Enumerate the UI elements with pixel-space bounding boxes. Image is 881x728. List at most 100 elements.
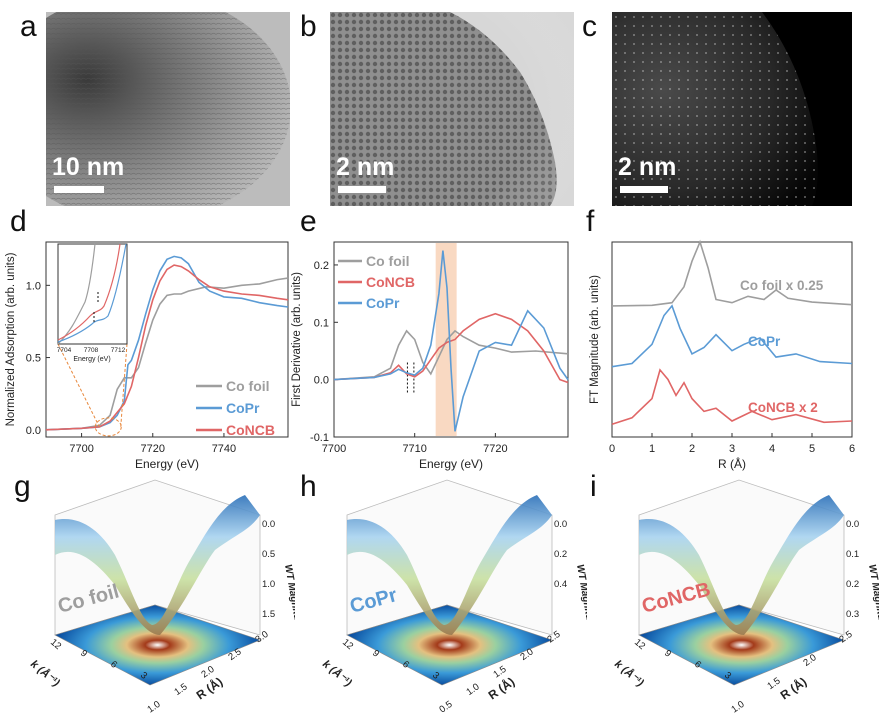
series-label: CoPr bbox=[748, 334, 781, 349]
panel-letter-f: f bbox=[586, 205, 595, 238]
legend-label: CoNCB bbox=[226, 422, 275, 438]
z-tick-label: 1.5 bbox=[262, 609, 275, 620]
series-line-copr bbox=[611, 304, 853, 368]
plot-frame bbox=[45, 241, 289, 438]
panel-letter-h: h bbox=[300, 470, 317, 503]
k-tick-label: 6 bbox=[108, 659, 119, 671]
chart-e-derivative: 7700 7710 7720 -0.1 0.0 0.1 0.2 Energy (eV) Firs… bbox=[291, 241, 569, 471]
z-tick-label: 0.0 bbox=[846, 519, 859, 530]
y-tick-label: 0.5 bbox=[26, 353, 41, 365]
k-tick-label: 3 bbox=[430, 670, 441, 682]
series-line-concb bbox=[45, 264, 289, 431]
k-tick-label: 12 bbox=[632, 637, 647, 652]
k-tick-label: 9 bbox=[662, 648, 673, 660]
k-tick-label: 12 bbox=[340, 637, 355, 652]
r-tick-label: 1.0 bbox=[464, 681, 481, 698]
x-tick-label: 7740 bbox=[212, 443, 236, 455]
wt-surface bbox=[347, 495, 552, 635]
inset-curve bbox=[57, 243, 96, 345]
scale-label-b: 2 nm bbox=[336, 153, 395, 181]
x-axis-label: R (Å) bbox=[718, 456, 746, 471]
chart-f-ft-exafs: 0 1 2 3 4 5 6 R (Å) FT Magnitude (arb. units) Co … bbox=[589, 239, 855, 471]
y-tick-label: 0.0 bbox=[26, 425, 41, 437]
scale-bar-b bbox=[338, 186, 386, 193]
zoom-line bbox=[57, 343, 100, 428]
y-axis-label: First Derivative (arb. units) bbox=[291, 272, 303, 407]
series-label: CoNCB x 2 bbox=[748, 400, 818, 415]
k-tick-label: 12 bbox=[48, 637, 63, 652]
z-tick-label: 0.1 bbox=[846, 549, 859, 560]
tem-image-a bbox=[46, 12, 290, 206]
plot-frame bbox=[333, 241, 569, 438]
x-tick-label: 6 bbox=[849, 443, 855, 455]
legend-label: Co foil bbox=[226, 378, 270, 394]
series-line-copr bbox=[45, 255, 289, 431]
k-axis-label: k (Å⁻¹) bbox=[320, 657, 355, 689]
k-tick-label: 9 bbox=[78, 648, 89, 660]
r-tick-label: 0.5 bbox=[437, 699, 454, 716]
wt-contour-map bbox=[346, 604, 553, 686]
k-tick-label: 9 bbox=[370, 648, 381, 660]
legend-label: Co foil bbox=[366, 253, 410, 269]
series-line-co-foil bbox=[45, 277, 289, 431]
x-tick-label: 3 bbox=[729, 443, 735, 455]
z-tick-label: 0.4 bbox=[554, 579, 567, 590]
r-tick-label: 1.0 bbox=[145, 699, 162, 716]
y-tick-label: 1.0 bbox=[26, 280, 41, 292]
z-axis-label: WT Magnitude bbox=[866, 564, 879, 634]
x-tick-label: 7700 bbox=[322, 443, 346, 455]
x-tick-label: 1 bbox=[649, 443, 655, 455]
wt-surface bbox=[639, 495, 844, 635]
k-tick-label: 6 bbox=[692, 659, 703, 671]
inset-x-tick-label: 7704 bbox=[57, 347, 72, 354]
chart-d-xanes: 7700 7720 7740 0.0 0.5 1.0 Energy (eV) Normaliz… bbox=[5, 241, 289, 471]
series-line-co-foil bbox=[333, 329, 569, 381]
series-line-co-foil-x-0-25 bbox=[611, 239, 853, 307]
panel-letter-c: c bbox=[582, 10, 597, 43]
y-axis-label: FT Magnitude (arb. units) bbox=[589, 275, 601, 404]
series-line-copr bbox=[333, 250, 569, 432]
x-axis-label: Energy (eV) bbox=[135, 457, 199, 471]
z-tick-label: 0.2 bbox=[846, 579, 859, 590]
panel-letter-g: g bbox=[14, 470, 31, 503]
zoom-circle bbox=[94, 417, 122, 437]
z-tick-label: 0.0 bbox=[554, 519, 567, 530]
scale-bar-c bbox=[620, 186, 668, 193]
z-tick-label: 0.3 bbox=[846, 609, 859, 620]
wt-surface bbox=[55, 495, 260, 635]
x-tick-label: 7720 bbox=[141, 443, 165, 455]
panel-letter-i: i bbox=[590, 470, 597, 503]
x-tick-label: 5 bbox=[809, 443, 815, 455]
z-tick-label: 0.0 bbox=[262, 519, 275, 530]
y-tick-label: 0.1 bbox=[314, 317, 329, 329]
z-tick-label: 1.0 bbox=[262, 579, 275, 590]
wt-plot-g: 0.00.51.01.5WT Magnitude1.01.52.02.53.0R… bbox=[28, 479, 295, 716]
x-tick-label: 2 bbox=[689, 443, 695, 455]
inset-curve bbox=[57, 243, 121, 341]
k-tick-label: 3 bbox=[138, 670, 149, 682]
k-tick-label: 3 bbox=[722, 670, 733, 682]
k-axis-label: k (Å⁻¹) bbox=[612, 657, 647, 689]
series-label: Co foil x 0.25 bbox=[740, 278, 824, 293]
legend-label: CoNCB bbox=[366, 274, 415, 290]
x-tick-label: 7720 bbox=[483, 443, 507, 455]
scale-bar-a bbox=[54, 186, 104, 193]
legend-label: CoPr bbox=[366, 295, 400, 311]
r-tick-label: 1.0 bbox=[729, 699, 746, 716]
tem-image-c bbox=[612, 12, 852, 206]
scale-label-a: 10 nm bbox=[52, 153, 125, 181]
series-line-concb-x-2 bbox=[611, 368, 853, 425]
panel-letter-a: a bbox=[20, 10, 37, 43]
zoom-line bbox=[120, 343, 128, 427]
k-tick-label: 6 bbox=[400, 659, 411, 671]
r-tick-label: 1.5 bbox=[172, 681, 189, 698]
inset-x-tick-label: 7712 bbox=[111, 347, 126, 354]
inset-x-tick-label: 7708 bbox=[84, 347, 99, 354]
series-line-concb bbox=[333, 312, 569, 384]
x-tick-label: 0 bbox=[609, 443, 615, 455]
y-tick-label: -0.1 bbox=[310, 432, 329, 444]
x-tick-label: 7700 bbox=[69, 443, 93, 455]
